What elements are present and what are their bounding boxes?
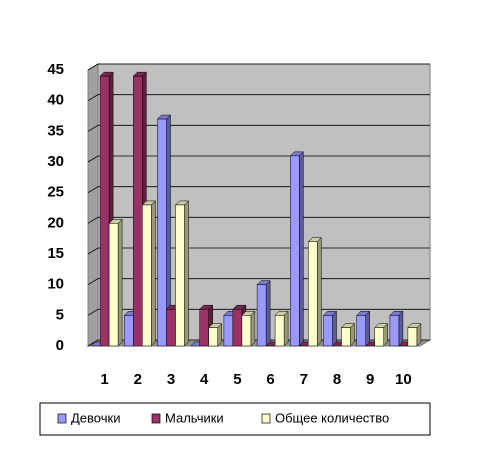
y-tick-label: 30 [47,153,64,170]
bar-side [117,218,123,347]
y-tick-label: 40 [47,92,64,109]
bar [108,223,119,347]
y-tick-label: 20 [47,214,64,231]
bar [241,315,252,347]
x-tick-label: 4 [200,371,209,388]
y-tick-label: 10 [47,276,64,293]
grid-line [87,124,430,132]
bar [223,315,234,347]
bar-side [365,310,370,347]
bar [133,75,143,347]
x-tick-label: 9 [366,371,374,388]
bar [175,204,185,347]
x-tick-label: 6 [266,371,274,388]
bar [389,315,400,347]
bar [308,241,318,347]
bar-side [317,237,322,347]
bar-side [250,310,256,347]
legend-swatch [57,413,67,424]
x-tick-label: 3 [167,371,175,388]
y-tick-label: 5 [56,306,64,323]
x-tick-label: 10 [395,371,412,388]
x-tick-label: 5 [233,371,241,388]
bar-side [398,310,404,347]
bar [374,327,384,347]
bar [99,75,110,347]
legend-label: Девочки [71,410,120,425]
side-wall [87,63,99,347]
bar [208,327,218,347]
bar [142,204,152,347]
y-tick-label: 45 [47,61,64,78]
bar [356,315,366,347]
legend-box [39,402,431,436]
bar [290,155,300,347]
grid-line [87,63,430,71]
legend-label: Мальчики [165,410,224,425]
bar-side [265,280,271,347]
bar [199,308,209,347]
bar [232,308,243,347]
grid-line [87,155,430,163]
grid-line [87,94,430,102]
legend-swatch [261,413,271,424]
bar-side [283,310,289,347]
bar-side [151,200,156,347]
y-tick-label: 15 [47,245,64,262]
x-tick-label: 7 [300,371,308,388]
y-tick-label: 25 [47,184,64,201]
bar [407,327,418,347]
bar [274,315,285,347]
legend-swatch [151,413,161,424]
bar [166,308,176,347]
y-tick-label: 35 [47,122,64,139]
x-tick-label: 2 [134,371,142,388]
grid-line [87,216,430,224]
bar [341,327,351,347]
bar [124,315,134,347]
legend-label: Общее количество [275,410,389,425]
bar [256,284,267,347]
bar [157,118,167,347]
bar-side [299,151,304,347]
x-tick-label: 8 [333,371,341,388]
bar-side [184,200,189,347]
grid-line [87,186,430,194]
y-tick-label: 0 [56,337,64,354]
bar-side [332,310,337,347]
x-tick-label: 1 [100,371,108,388]
bar [323,315,333,347]
